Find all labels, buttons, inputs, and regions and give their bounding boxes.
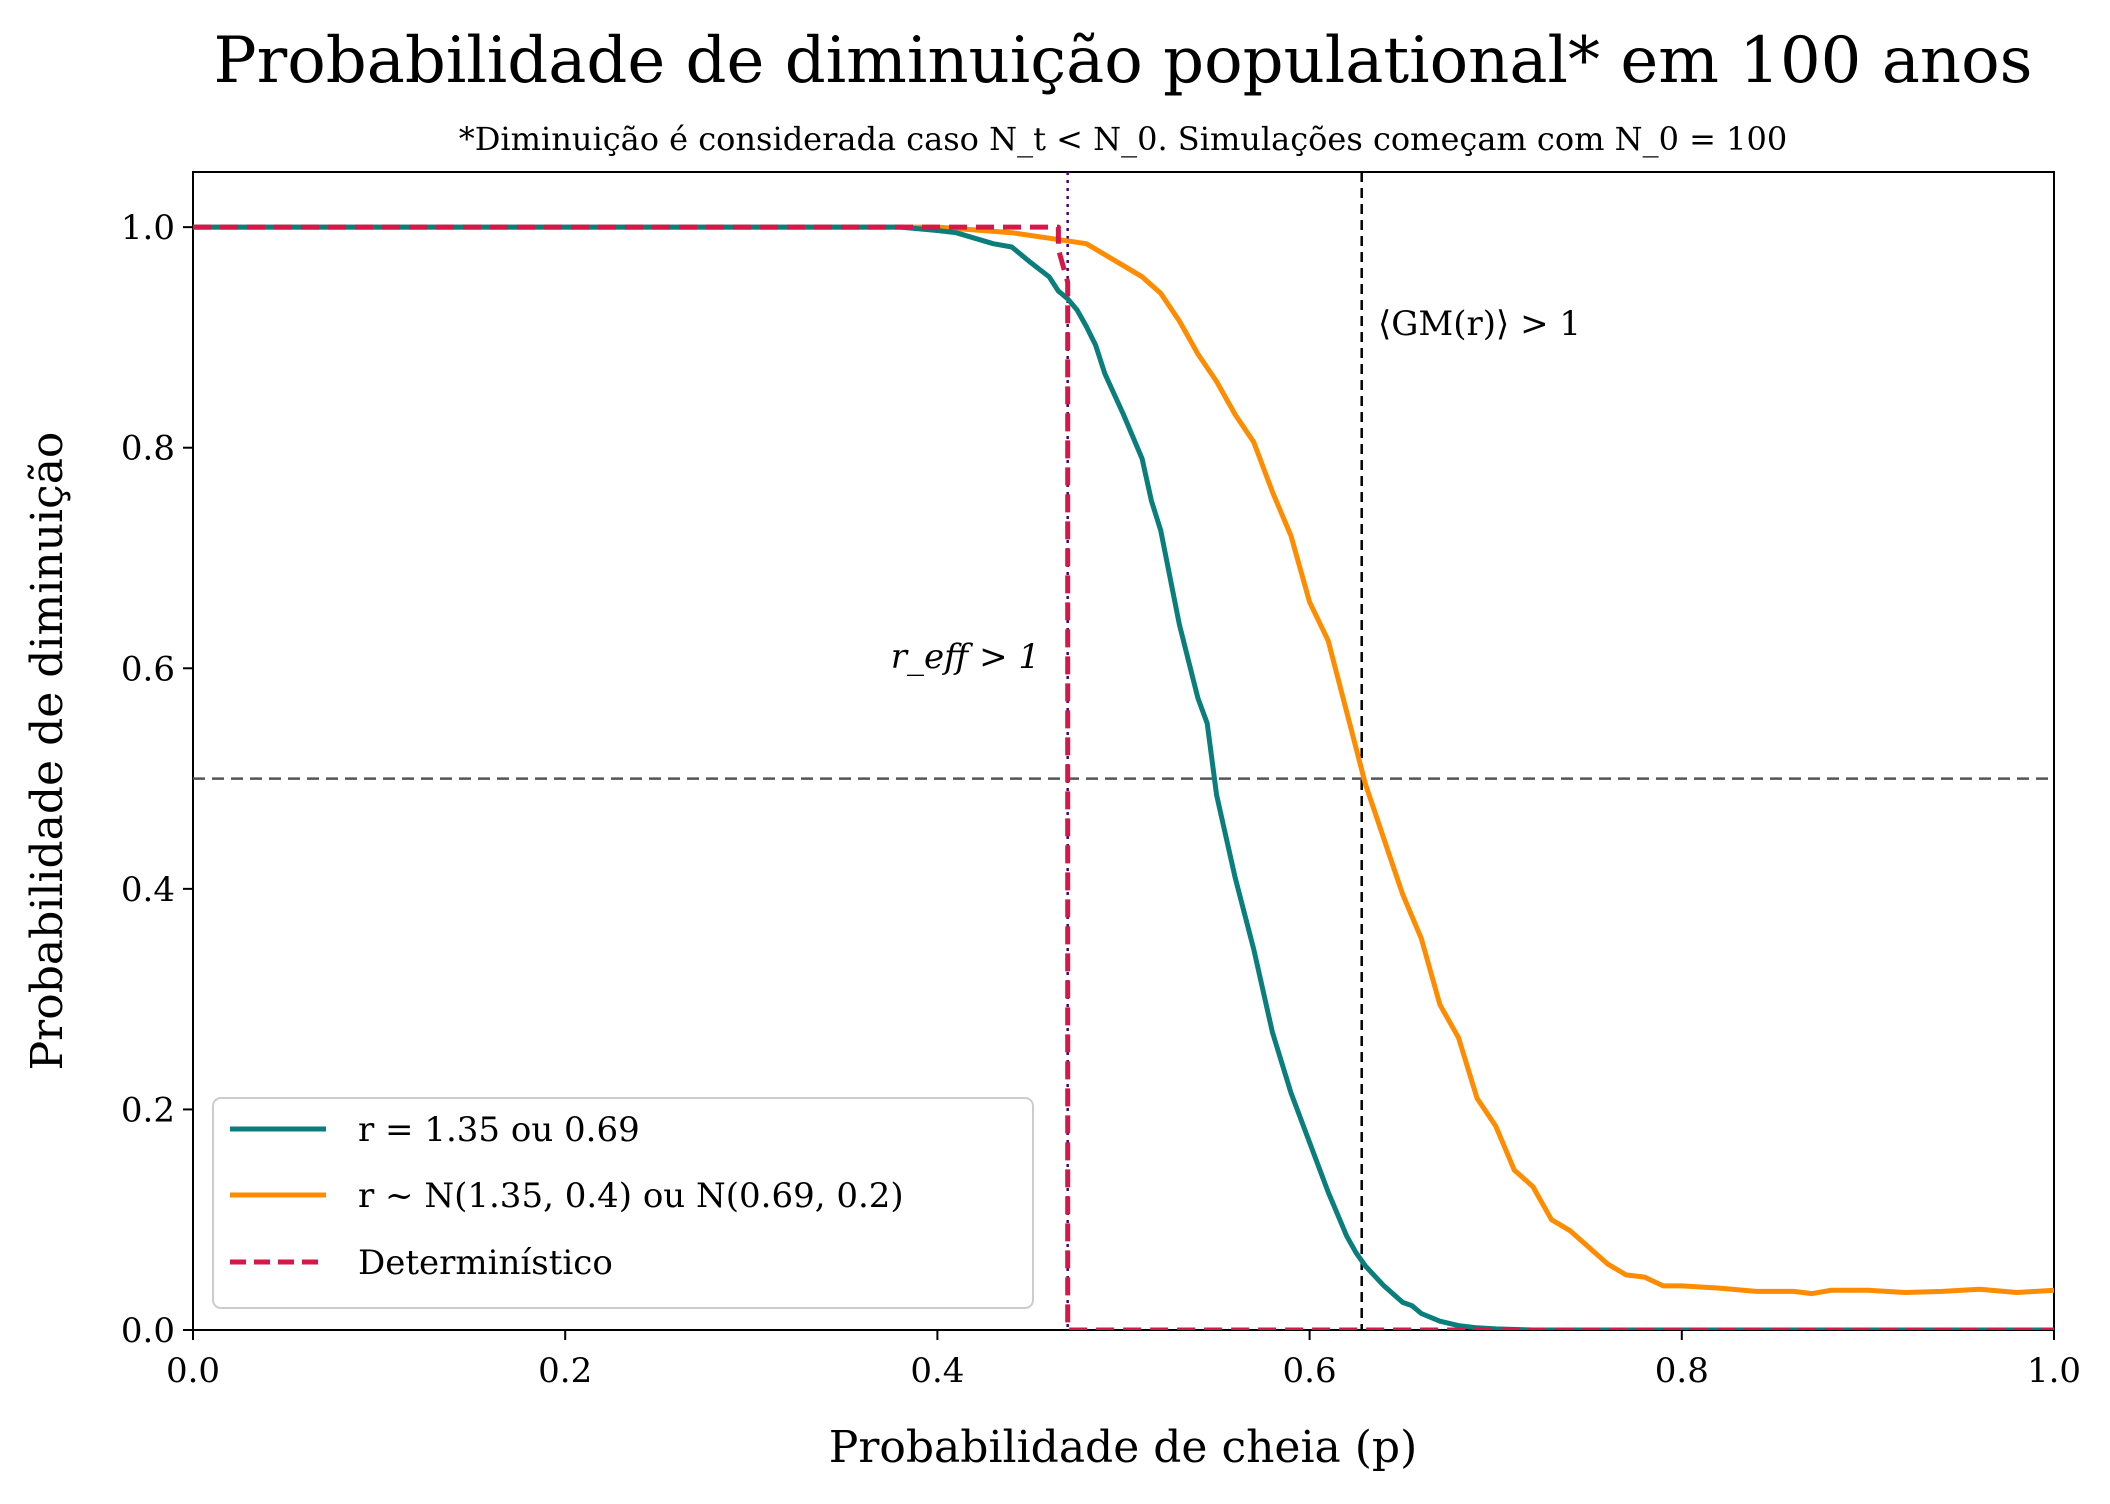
- y-tick-label: 0.4: [121, 870, 175, 910]
- legend-label-teal: r = 1.35 ou 0.69: [358, 1110, 640, 1150]
- y-tick-label: 0.6: [121, 649, 175, 689]
- y-tick-label: 0.0: [121, 1311, 175, 1351]
- x-axis-label: Probabilidade de cheia (p): [829, 1422, 1418, 1473]
- x-tick-label: 0.4: [910, 1351, 964, 1391]
- y-tick-label: 0.2: [121, 1090, 175, 1130]
- legend: r = 1.35 ou 0.69 r ~ N(1.35, 0.4) ou N(0…: [212, 1097, 1034, 1309]
- chart-title: Probabilidade de diminuição populational…: [214, 24, 2033, 98]
- legend-label-deterministic: Determinístico: [358, 1243, 613, 1283]
- x-tick-label: 0.8: [1655, 1351, 1709, 1391]
- y-tick-label: 1.0: [121, 208, 175, 248]
- annotation-gm: ⟨GM(r)⟩ > 1: [1378, 304, 1581, 344]
- series-line-deterministic: [193, 224, 2054, 1330]
- x-tick-label: 0.6: [1283, 1351, 1337, 1391]
- series-line-teal: [193, 224, 2054, 1330]
- y-axis-ticks: 0.0 0.2 0.4 0.6 0.8 1.0: [121, 208, 193, 1351]
- chart-subtitle: *Diminuição é considerada caso N_t < N_0…: [459, 120, 1787, 158]
- annotation-reff: r_eff > 1: [891, 637, 1040, 677]
- x-tick-label: 0.2: [538, 1351, 592, 1391]
- x-tick-label: 0.0: [166, 1351, 220, 1391]
- legend-label-orange: r ~ N(1.35, 0.4) ou N(0.69, 0.2): [358, 1176, 904, 1216]
- x-tick-label: 1.0: [2027, 1351, 2081, 1391]
- y-axis-label: Probabilidade de diminuição: [22, 432, 73, 1071]
- legend-box: [212, 1097, 1034, 1309]
- x-axis-ticks: 0.0 0.2 0.4 0.6 0.8 1.0: [166, 1330, 2081, 1391]
- series-layer: [193, 224, 2054, 1330]
- y-tick-label: 0.8: [121, 429, 175, 469]
- series-line-orange: [193, 224, 2054, 1297]
